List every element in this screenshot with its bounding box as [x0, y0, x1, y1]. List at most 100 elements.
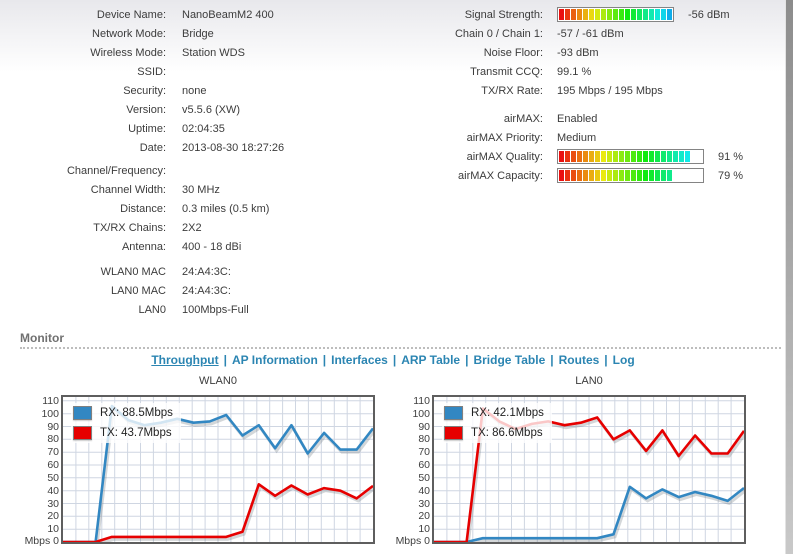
meter-segment: [565, 9, 570, 20]
monitor-tab-throughput[interactable]: Throughput: [151, 353, 219, 367]
meter-segment: [607, 151, 612, 162]
y-axis-tick: 40: [47, 484, 59, 497]
y-axis-tick: 40: [418, 484, 430, 497]
monitor-tab-ap-information[interactable]: AP Information: [232, 353, 318, 367]
status-label: Device Name:: [96, 8, 166, 21]
y-axis-tick: 20: [47, 510, 59, 523]
tx-line: [63, 483, 374, 544]
meter-segment: [595, 170, 600, 181]
status-row: Distance: 0.3 miles (0.5 km): [0, 199, 269, 218]
monitor-tab-log[interactable]: Log: [612, 353, 635, 367]
status-value: 30 MHz: [182, 183, 220, 196]
y-axis-tick: 30: [418, 497, 430, 510]
rx-line-shadow: [435, 486, 747, 546]
y-axis-tick: 30: [47, 497, 59, 510]
status-label: Uptime:: [128, 122, 166, 135]
legend-label: TX: 86.6Mbps: [471, 427, 543, 439]
y-axis-tick: 70: [47, 446, 59, 459]
y-axis-tick: 100: [41, 407, 59, 420]
legend-item: TX: 43.7Mbps: [71, 423, 181, 443]
legend-label: RX: 42.1Mbps: [471, 407, 544, 419]
meter-segment: [565, 170, 570, 181]
status-value: Station WDS: [182, 46, 245, 59]
monitor-tab-interfaces[interactable]: Interfaces: [331, 353, 388, 367]
chart-title: WLAN0: [199, 375, 237, 387]
status-label: LAN0 MAC: [110, 284, 166, 297]
meter-segment: [601, 170, 606, 181]
tab-separator: |: [550, 353, 554, 367]
meter-segment: [613, 170, 618, 181]
meter-segment: [601, 151, 606, 162]
meter-segment: [583, 9, 588, 20]
meter-segment: [631, 151, 636, 162]
meter-segment: [637, 170, 642, 181]
meter-segment: [679, 170, 684, 181]
y-axis-zero-label: Mbps 0: [395, 535, 430, 547]
meter-segment: [571, 151, 576, 162]
tab-separator: |: [223, 353, 227, 367]
status-label: SSID:: [137, 65, 166, 78]
status-value: 24:A4:3C:: [182, 284, 231, 297]
meter-segment: [559, 170, 564, 181]
status-row: Signal Strength: -56 dBm: [367, 5, 730, 24]
status-row: Network Mode: Bridge: [0, 24, 284, 43]
meter-segment: [667, 151, 672, 162]
y-axis-tick: 80: [47, 433, 59, 446]
status-row: Device Name: NanoBeamM2 400: [0, 5, 284, 24]
y-axis-tick: 60: [418, 459, 430, 471]
y-axis-tick: 110: [42, 394, 59, 407]
meter-segment: [661, 151, 666, 162]
y-axis-tick: 110: [413, 394, 430, 407]
status-row: airMAX Quality: 91 %: [367, 147, 743, 166]
meter-segment: [583, 151, 588, 162]
meter-segment: [661, 170, 666, 181]
status-row: Date: 2013-08-30 18:27:26: [0, 138, 284, 157]
y-axis-tick: 10: [47, 523, 59, 536]
status-group: WLAN0 MAC 24:A4:3C: LAN0 MAC 24:A4:3C: LAN0 1…: [0, 262, 249, 319]
wlan0-chart: RX: 88.5Mbps TX: 43.7Mbps: [61, 395, 376, 546]
meter-segment: [625, 170, 630, 181]
meter-segment: [697, 170, 702, 181]
meter-segment: [571, 170, 576, 181]
rx-swatch: [73, 406, 92, 420]
tx-line-shadow: [64, 484, 376, 546]
status-label: Version:: [126, 103, 166, 116]
status-value: v5.5.6 (XW): [182, 103, 241, 116]
y-axis-tick: 50: [418, 471, 430, 484]
status-label: LAN0: [138, 303, 166, 316]
status-label: TX/RX Rate:: [481, 84, 543, 97]
status-value: 99.1 %: [557, 65, 592, 78]
meter-segment: [619, 151, 624, 162]
status-label: airMAX Quality:: [466, 150, 543, 163]
meter-segment: [667, 170, 672, 181]
meter-segment: [667, 9, 672, 20]
status-row: LAN0 MAC 24:A4:3C:: [0, 281, 249, 300]
legend-label: RX: 88.5Mbps: [100, 407, 173, 419]
status-row: Channel/Frequency:: [0, 161, 269, 180]
status-row: Uptime: 02:04:35: [0, 119, 284, 138]
y-axis-tick: 100: [412, 407, 430, 420]
tx-swatch: [73, 426, 92, 440]
meter-segment: [613, 9, 618, 20]
page-edge-shadow: [785, 0, 793, 554]
legend-item: RX: 42.1Mbps: [442, 403, 552, 423]
monitor-tab-routes[interactable]: Routes: [558, 353, 600, 367]
chart-legend: RX: 88.5Mbps TX: 43.7Mbps: [71, 403, 181, 443]
y-axis-tick: 10: [418, 523, 430, 536]
status-row: Wireless Mode: Station WDS: [0, 43, 284, 62]
status-value: 0.3 miles (0.5 km): [182, 202, 270, 215]
status-label: Date:: [139, 141, 166, 154]
chart-title: LAN0: [575, 375, 603, 387]
tab-separator: |: [322, 353, 327, 367]
status-label: Distance:: [120, 202, 166, 215]
meter-segment: [607, 9, 612, 20]
meter-segment: [631, 170, 636, 181]
y-axis-tick: 90: [47, 420, 59, 433]
y-axis-tick: 80: [418, 433, 430, 446]
monitor-tab-bridge-table[interactable]: Bridge Table: [473, 353, 546, 367]
monitor-tab-arp-table[interactable]: ARP Table: [401, 353, 461, 367]
y-axis-tick: 50: [47, 471, 59, 484]
status-row: TX/RX Chains: 2X2: [0, 218, 269, 237]
status-value: 02:04:35: [182, 122, 225, 135]
